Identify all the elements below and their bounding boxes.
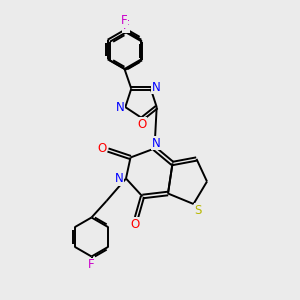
Text: O: O <box>98 142 106 155</box>
Text: F: F <box>88 258 95 272</box>
Text: S: S <box>194 203 202 217</box>
Text: O: O <box>130 218 140 231</box>
Text: N: N <box>115 172 124 185</box>
Text: F: F <box>121 14 128 28</box>
Text: N: N <box>152 136 160 150</box>
Text: N: N <box>152 81 161 94</box>
Text: F: F <box>123 19 129 32</box>
Text: N: N <box>116 100 124 114</box>
Text: O: O <box>137 118 146 131</box>
